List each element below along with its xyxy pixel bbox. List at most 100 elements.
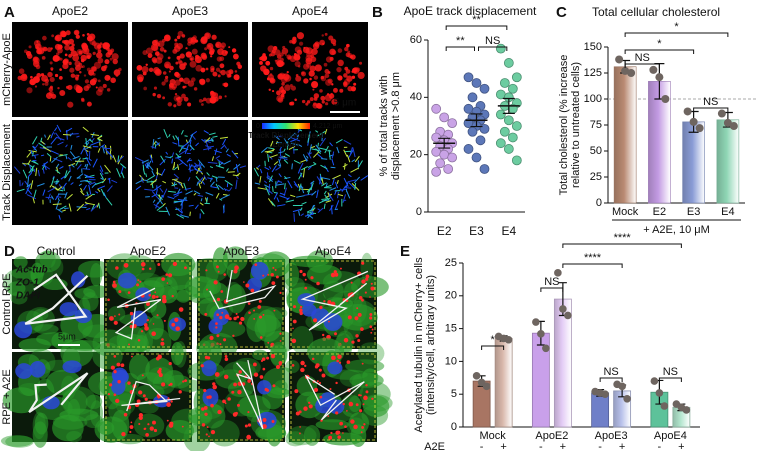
vesicle bbox=[216, 56, 222, 62]
data-point bbox=[479, 164, 490, 174]
apoe-signal bbox=[304, 278, 307, 281]
vesicle bbox=[82, 34, 85, 37]
apoe-signal bbox=[359, 394, 362, 397]
vesicle bbox=[59, 90, 66, 97]
track bbox=[323, 203, 326, 210]
track bbox=[155, 142, 160, 146]
nucleus bbox=[246, 277, 262, 292]
track bbox=[157, 194, 164, 204]
vesicle bbox=[55, 35, 59, 40]
track bbox=[85, 194, 93, 200]
apoe-signal bbox=[139, 280, 142, 283]
track bbox=[175, 135, 180, 141]
tubulin-signal bbox=[10, 291, 28, 305]
apoe-signal bbox=[364, 291, 367, 294]
vesicle bbox=[297, 65, 301, 68]
vesicle bbox=[272, 90, 275, 93]
apoe-signal bbox=[308, 404, 313, 409]
track bbox=[271, 165, 277, 173]
vesicle bbox=[339, 88, 344, 93]
track bbox=[279, 195, 289, 200]
apoe-signal bbox=[370, 286, 375, 291]
data-point bbox=[472, 372, 481, 380]
apoe-signal bbox=[151, 331, 156, 337]
track bbox=[298, 162, 304, 172]
track bbox=[330, 166, 336, 169]
apoe-signal bbox=[292, 305, 297, 309]
vesicle bbox=[324, 94, 332, 102]
track bbox=[171, 158, 174, 164]
track bbox=[47, 193, 51, 200]
tubulin-signal bbox=[0, 435, 33, 447]
vesicle bbox=[179, 53, 185, 59]
apoe-signal bbox=[156, 314, 159, 317]
data-point bbox=[559, 305, 567, 313]
vesicle bbox=[92, 51, 96, 55]
series-label: - bbox=[658, 441, 662, 451]
scale-bar-label: 5μm bbox=[58, 331, 76, 341]
apoe-signal bbox=[351, 340, 355, 344]
data-point bbox=[621, 66, 630, 75]
apoe-signal bbox=[274, 268, 277, 271]
data-point bbox=[511, 72, 522, 83]
apoe-signal bbox=[343, 337, 349, 343]
vesicle bbox=[162, 38, 166, 43]
data-point bbox=[439, 112, 450, 123]
track bbox=[82, 157, 89, 160]
vesicle bbox=[173, 94, 181, 102]
vesicle bbox=[280, 85, 284, 89]
vesicle bbox=[313, 75, 319, 80]
apoe-signal bbox=[350, 419, 355, 424]
y-axis-label: displacement >0.8 μm bbox=[390, 72, 402, 180]
apoe-signal bbox=[354, 316, 359, 321]
apoe-signal bbox=[168, 423, 174, 428]
track bbox=[344, 187, 352, 189]
apoe-signal bbox=[247, 379, 252, 383]
track bbox=[22, 169, 28, 179]
apoe-signal bbox=[213, 280, 218, 285]
data-point bbox=[729, 122, 738, 131]
apoe-signal bbox=[152, 323, 155, 325]
significance-bracket bbox=[445, 46, 475, 51]
apoe-signal bbox=[219, 315, 223, 320]
tubulin-signal bbox=[5, 435, 34, 448]
track bbox=[198, 162, 201, 169]
track bbox=[32, 197, 35, 204]
track bbox=[103, 192, 107, 199]
apoe-signal bbox=[298, 410, 302, 414]
apoe-signal bbox=[250, 288, 255, 293]
significance-label: NS bbox=[663, 366, 678, 378]
vesicle bbox=[155, 57, 163, 64]
apoe-signal bbox=[200, 364, 204, 368]
apoe-signal bbox=[299, 305, 303, 309]
vesicle bbox=[228, 46, 231, 49]
track bbox=[173, 194, 179, 198]
track bbox=[275, 166, 281, 171]
vesicle bbox=[163, 49, 167, 53]
track bbox=[173, 181, 176, 187]
column-header: Control bbox=[37, 244, 76, 258]
vesicle bbox=[204, 47, 208, 51]
tubulin-signal bbox=[264, 307, 288, 320]
apoe-signal bbox=[235, 312, 238, 315]
cell-border bbox=[300, 270, 369, 331]
data-point bbox=[495, 43, 506, 54]
track bbox=[210, 186, 218, 189]
vesicle bbox=[357, 71, 365, 79]
track bbox=[172, 164, 175, 170]
vesicle bbox=[49, 61, 53, 65]
track bbox=[175, 156, 181, 159]
apoe-signal bbox=[136, 283, 140, 287]
apoe-signal bbox=[117, 380, 121, 384]
track bbox=[335, 138, 343, 144]
apoe-signal bbox=[162, 298, 167, 304]
apoe-signal bbox=[217, 270, 220, 273]
track bbox=[278, 151, 284, 154]
track bbox=[219, 198, 223, 201]
vesicle bbox=[194, 55, 202, 64]
apoe-signal bbox=[238, 370, 242, 374]
track bbox=[13, 166, 21, 174]
y-axis-label: (intensity/cell, arbitrary units) bbox=[425, 275, 437, 415]
vesicle bbox=[44, 81, 49, 86]
data-point bbox=[661, 95, 670, 103]
